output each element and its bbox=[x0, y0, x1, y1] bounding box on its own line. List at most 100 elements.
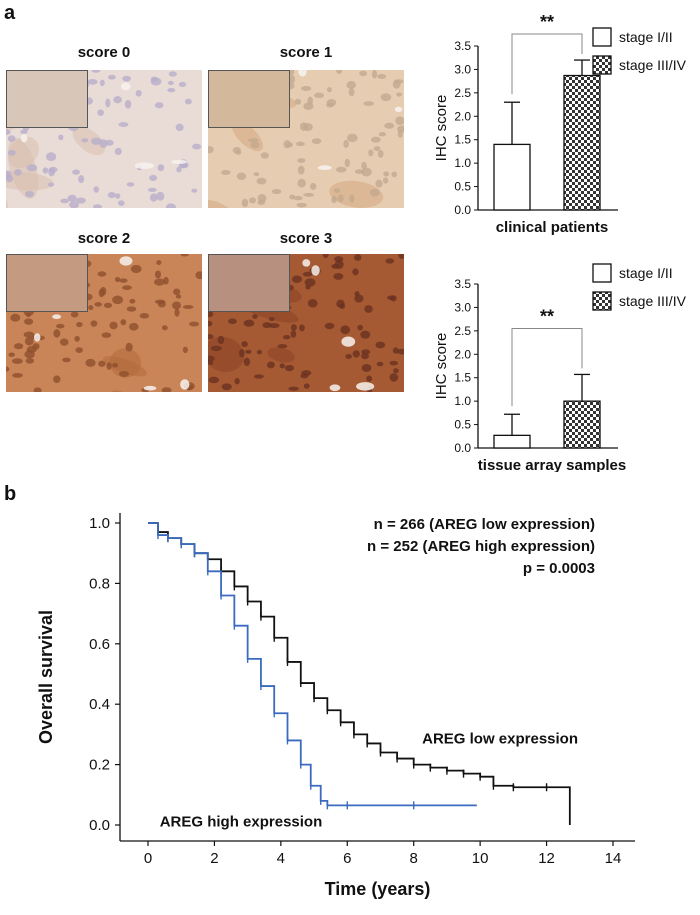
cell-nucleus bbox=[24, 336, 34, 346]
legend-label-stage-i-ii: stage I/II bbox=[619, 29, 673, 45]
cell-nucleus bbox=[157, 300, 166, 308]
cell-nucleus bbox=[360, 330, 371, 339]
stats-annotation: p = 0.0003 bbox=[523, 560, 595, 577]
survival-plot: 0.0 0.2 0.4 0.6 0.8 1.0 0 2 4 6 8 10 12 14 Time (years… bbox=[36, 513, 635, 899]
stain-patch bbox=[8, 136, 39, 168]
cell-nucleus bbox=[333, 188, 341, 193]
cell-nucleus bbox=[297, 178, 306, 188]
cell-nucleus bbox=[326, 87, 333, 93]
y-axis-label: IHC score bbox=[433, 95, 450, 162]
cell-nucleus bbox=[256, 349, 263, 355]
cell-nucleus bbox=[14, 168, 22, 176]
cell-nucleus bbox=[389, 360, 399, 366]
stats-annotation: n = 266 (AREG low expression) bbox=[374, 516, 595, 533]
cell-nucleus bbox=[53, 329, 61, 338]
cell-nucleus bbox=[253, 374, 264, 379]
y-axis-label: IHC score bbox=[433, 333, 450, 400]
cell-nucleus bbox=[175, 123, 184, 132]
cell-nucleus bbox=[6, 129, 11, 135]
cell-nucleus bbox=[42, 167, 49, 174]
x-tick-label: 12 bbox=[538, 850, 555, 867]
micrograph-label-score-0: score 0 bbox=[77, 44, 131, 61]
cell-nucleus bbox=[6, 366, 10, 372]
cell-nucleus bbox=[25, 190, 35, 198]
cell-nucleus bbox=[172, 301, 182, 310]
cell-nucleus bbox=[378, 131, 386, 137]
cell-nucleus bbox=[122, 285, 132, 290]
cell-nucleus bbox=[75, 347, 83, 353]
cell-nucleus bbox=[208, 146, 214, 154]
micrograph-label-score-3: score 3 bbox=[279, 230, 333, 247]
cell-nucleus bbox=[392, 80, 401, 89]
curve-label-areg-low: AREG low expression bbox=[422, 730, 578, 747]
y-tick-label: 1.5 bbox=[454, 371, 471, 385]
cell-nucleus bbox=[290, 324, 297, 331]
y-axis-label: Overall survival bbox=[36, 610, 56, 744]
micrograph-label-score-1: score 1 bbox=[279, 44, 333, 61]
cell-nucleus bbox=[106, 362, 112, 370]
cell-nucleus bbox=[78, 175, 85, 184]
cell-nucleus bbox=[120, 319, 127, 326]
cell-nucleus bbox=[296, 202, 307, 208]
panel-letter-a: a bbox=[4, 2, 16, 24]
cell-nucleus bbox=[299, 324, 305, 332]
x-axis-label: tissue array samples bbox=[478, 457, 626, 472]
cell-nucleus bbox=[62, 357, 71, 363]
x-tick-label: 0 bbox=[144, 850, 152, 867]
cell-nucleus bbox=[208, 334, 214, 340]
cell-nucleus bbox=[98, 360, 106, 367]
cell-nucleus bbox=[91, 137, 102, 145]
lumen-gap bbox=[341, 336, 356, 347]
cell-nucleus bbox=[268, 317, 275, 322]
cell-nucleus bbox=[69, 201, 79, 208]
cell-nucleus bbox=[322, 254, 329, 259]
cell-nucleus bbox=[105, 98, 111, 108]
lumen-gap bbox=[356, 382, 375, 391]
cell-nucleus bbox=[161, 387, 172, 392]
cell-nucleus bbox=[208, 376, 220, 384]
y-tick-label: 3.0 bbox=[454, 62, 471, 76]
curve-label-areg-high: AREG high expression bbox=[160, 814, 323, 831]
lumen-gap bbox=[171, 159, 187, 164]
cell-nucleus bbox=[361, 161, 367, 170]
y-tick-label: 1.0 bbox=[454, 394, 471, 408]
cell-nucleus bbox=[387, 295, 395, 301]
cell-nucleus bbox=[93, 186, 100, 193]
cell-nucleus bbox=[98, 288, 105, 298]
y-tick-label: 0.4 bbox=[89, 696, 110, 713]
cell-nucleus bbox=[156, 191, 165, 201]
cell-nucleus bbox=[307, 298, 318, 308]
cell-nucleus bbox=[252, 314, 258, 319]
micrograph-score-1 bbox=[208, 70, 404, 208]
cell-nucleus bbox=[168, 71, 177, 77]
cell-nucleus bbox=[74, 335, 80, 342]
cell-nucleus bbox=[382, 177, 389, 184]
cell-nucleus bbox=[10, 313, 21, 322]
cell-nucleus bbox=[288, 386, 300, 391]
cell-nucleus bbox=[248, 197, 257, 204]
cell-nucleus bbox=[53, 375, 61, 384]
cell-nucleus bbox=[340, 325, 351, 335]
y-tick-label: 3.5 bbox=[454, 277, 471, 291]
cell-nucleus bbox=[115, 193, 121, 199]
cell-nucleus bbox=[221, 169, 231, 176]
cell-nucleus bbox=[363, 101, 375, 106]
bar-stage-iii-iv bbox=[563, 74, 601, 211]
cell-nucleus bbox=[369, 188, 380, 197]
x-tick-label: 8 bbox=[410, 850, 418, 867]
cell-nucleus bbox=[302, 271, 313, 277]
cell-nucleus bbox=[156, 259, 162, 266]
lumen-gap bbox=[33, 333, 41, 342]
cell-nucleus bbox=[245, 349, 252, 354]
cell-nucleus bbox=[282, 335, 291, 340]
cell-nucleus bbox=[354, 291, 360, 297]
cell-nucleus bbox=[352, 268, 359, 276]
x-tick-label: 14 bbox=[605, 850, 622, 867]
cell-nucleus bbox=[182, 346, 188, 354]
y-tick-label: 0.8 bbox=[89, 575, 110, 592]
cell-nucleus bbox=[348, 88, 355, 97]
lumen-gap bbox=[20, 134, 28, 143]
cell-nucleus bbox=[7, 149, 16, 156]
cell-nucleus bbox=[161, 325, 168, 331]
cell-nucleus bbox=[165, 203, 176, 208]
